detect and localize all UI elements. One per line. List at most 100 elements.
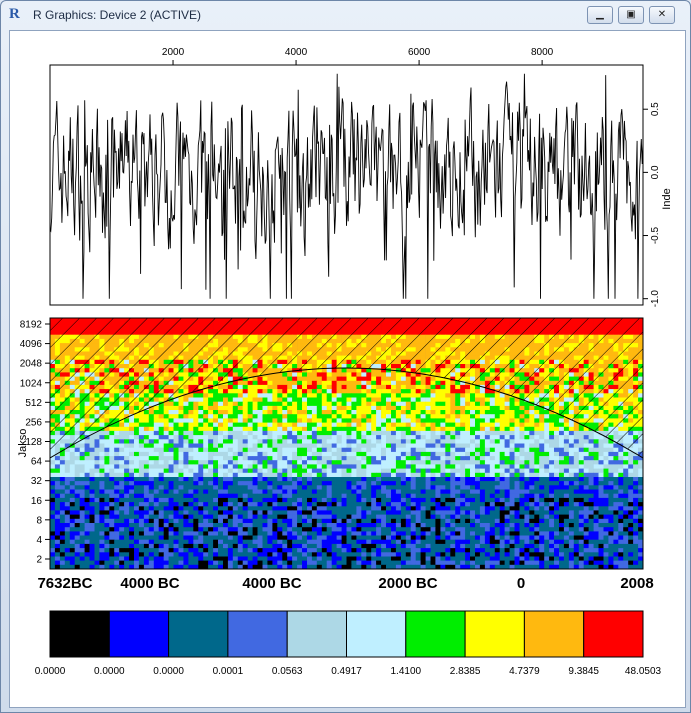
heatmap-cell [341, 443, 347, 449]
heatmap-cell [425, 451, 431, 457]
heatmap-cell [445, 439, 451, 444]
heatmap-cell [247, 414, 253, 419]
heatmap-cell [232, 401, 239, 407]
close-button[interactable]: ✕ [649, 6, 675, 24]
heatmap-cell [568, 422, 575, 428]
heatmap-cell [257, 422, 263, 428]
heatmap-cell [178, 451, 184, 457]
heatmap-cell [346, 397, 352, 403]
heatmap-cell [148, 430, 155, 436]
heatmap-cell [331, 447, 337, 453]
heatmap-cell [544, 460, 550, 465]
heatmap-cell [124, 456, 130, 461]
heatmap-cell [297, 426, 303, 432]
heatmap-cell [252, 439, 258, 444]
heatmap-cell [499, 439, 505, 444]
heatmap-cell [302, 380, 308, 386]
title-bar[interactable]: R R Graphics: Device 2 (ACTIVE) ▁ ▣ ✕ [1, 1, 690, 29]
heatmap-cell [494, 401, 501, 407]
heatmap-cell [326, 401, 332, 407]
heatmap-cell [99, 477, 105, 482]
heatmap-cell [252, 426, 258, 432]
heatmap-cell [262, 472, 268, 478]
heatmap-cell [346, 401, 352, 407]
heatmap-cell [89, 472, 95, 478]
heatmap-cell [430, 456, 436, 461]
heatmap-cell [341, 389, 347, 394]
heatmap-cell [514, 472, 520, 478]
heatmap-cell [262, 405, 268, 411]
heatmap-cell [292, 460, 298, 465]
heatmap-cell [173, 426, 179, 432]
heatmap-cell [534, 405, 540, 411]
heatmap-cell [109, 472, 115, 478]
heatmap-cell [321, 477, 328, 482]
heatmap-cell [346, 439, 352, 444]
heatmap-cell [573, 439, 580, 444]
heatmap-cell [608, 481, 614, 486]
heatmap-cell [104, 489, 110, 495]
heatmap-cell [114, 456, 120, 461]
heatmap-cell [371, 481, 377, 486]
heatmap-cell [242, 489, 248, 495]
heatmap-cell [218, 414, 224, 419]
heatmap-cell [376, 435, 382, 440]
heatmap-cell [188, 468, 194, 474]
heatmap-cell [341, 405, 347, 411]
heatmap-cell [163, 405, 169, 411]
heatmap-cell [267, 472, 273, 478]
heatmap-cell [514, 443, 520, 449]
heatmap-cell [232, 405, 239, 411]
heatmap-cell [450, 393, 456, 398]
heatmap-cell [455, 477, 461, 482]
heatmap-cell [539, 451, 545, 457]
heatmap-cell [623, 460, 629, 465]
heatmap-cell [287, 435, 293, 440]
heatmap-cell [74, 481, 80, 486]
heatmap-cell [460, 380, 466, 386]
heatmap-cell [193, 393, 199, 398]
heatmap-cell [400, 451, 407, 457]
heatmap-cell [321, 422, 328, 428]
heatmap-cell [257, 389, 263, 394]
heatmap-cell [395, 380, 402, 386]
heatmap-cell [504, 485, 510, 490]
heatmap-cell [158, 422, 164, 428]
heatmap-cell [470, 481, 476, 486]
heatmap-cell [282, 468, 288, 474]
heatmap-cell [326, 380, 332, 386]
heatmap-cell [188, 414, 194, 419]
heatmap-cell [425, 430, 431, 436]
minimize-button[interactable]: ▁ [587, 6, 613, 24]
heatmap-cell [524, 430, 530, 436]
heatmap-cell [143, 414, 150, 419]
x-tick-label: 2000 [162, 47, 185, 58]
heatmap-cell [504, 418, 510, 423]
heatmap-cell [494, 451, 501, 457]
heatmap-cell [227, 405, 234, 411]
heatmap-cell [282, 376, 288, 382]
heatmap-cell [371, 376, 377, 382]
heatmap-cell [287, 451, 293, 457]
heatmap-cell [499, 464, 505, 469]
heatmap-cell [638, 485, 643, 490]
heatmap-cell [529, 456, 535, 461]
heatmap-cell [509, 464, 515, 469]
heatmap-cell [534, 422, 540, 428]
heatmap-cell [79, 468, 85, 474]
heatmap-cell [519, 410, 525, 415]
heatmap-cell [529, 410, 535, 415]
heatmap-cell [371, 472, 377, 478]
heatmap-cell [559, 481, 565, 486]
heatmap-cell [415, 376, 421, 382]
heatmap-cell [361, 460, 367, 465]
heatmap-cell [386, 389, 392, 394]
heatmap-cell [183, 485, 189, 490]
heatmap-cell [316, 456, 323, 461]
heatmap-cell [208, 435, 214, 440]
heatmap-cell [307, 405, 313, 411]
heatmap-cell [326, 456, 332, 461]
maximize-button[interactable]: ▣ [618, 6, 644, 24]
heatmap-cell [559, 472, 565, 478]
heatmap-cell [450, 439, 456, 444]
